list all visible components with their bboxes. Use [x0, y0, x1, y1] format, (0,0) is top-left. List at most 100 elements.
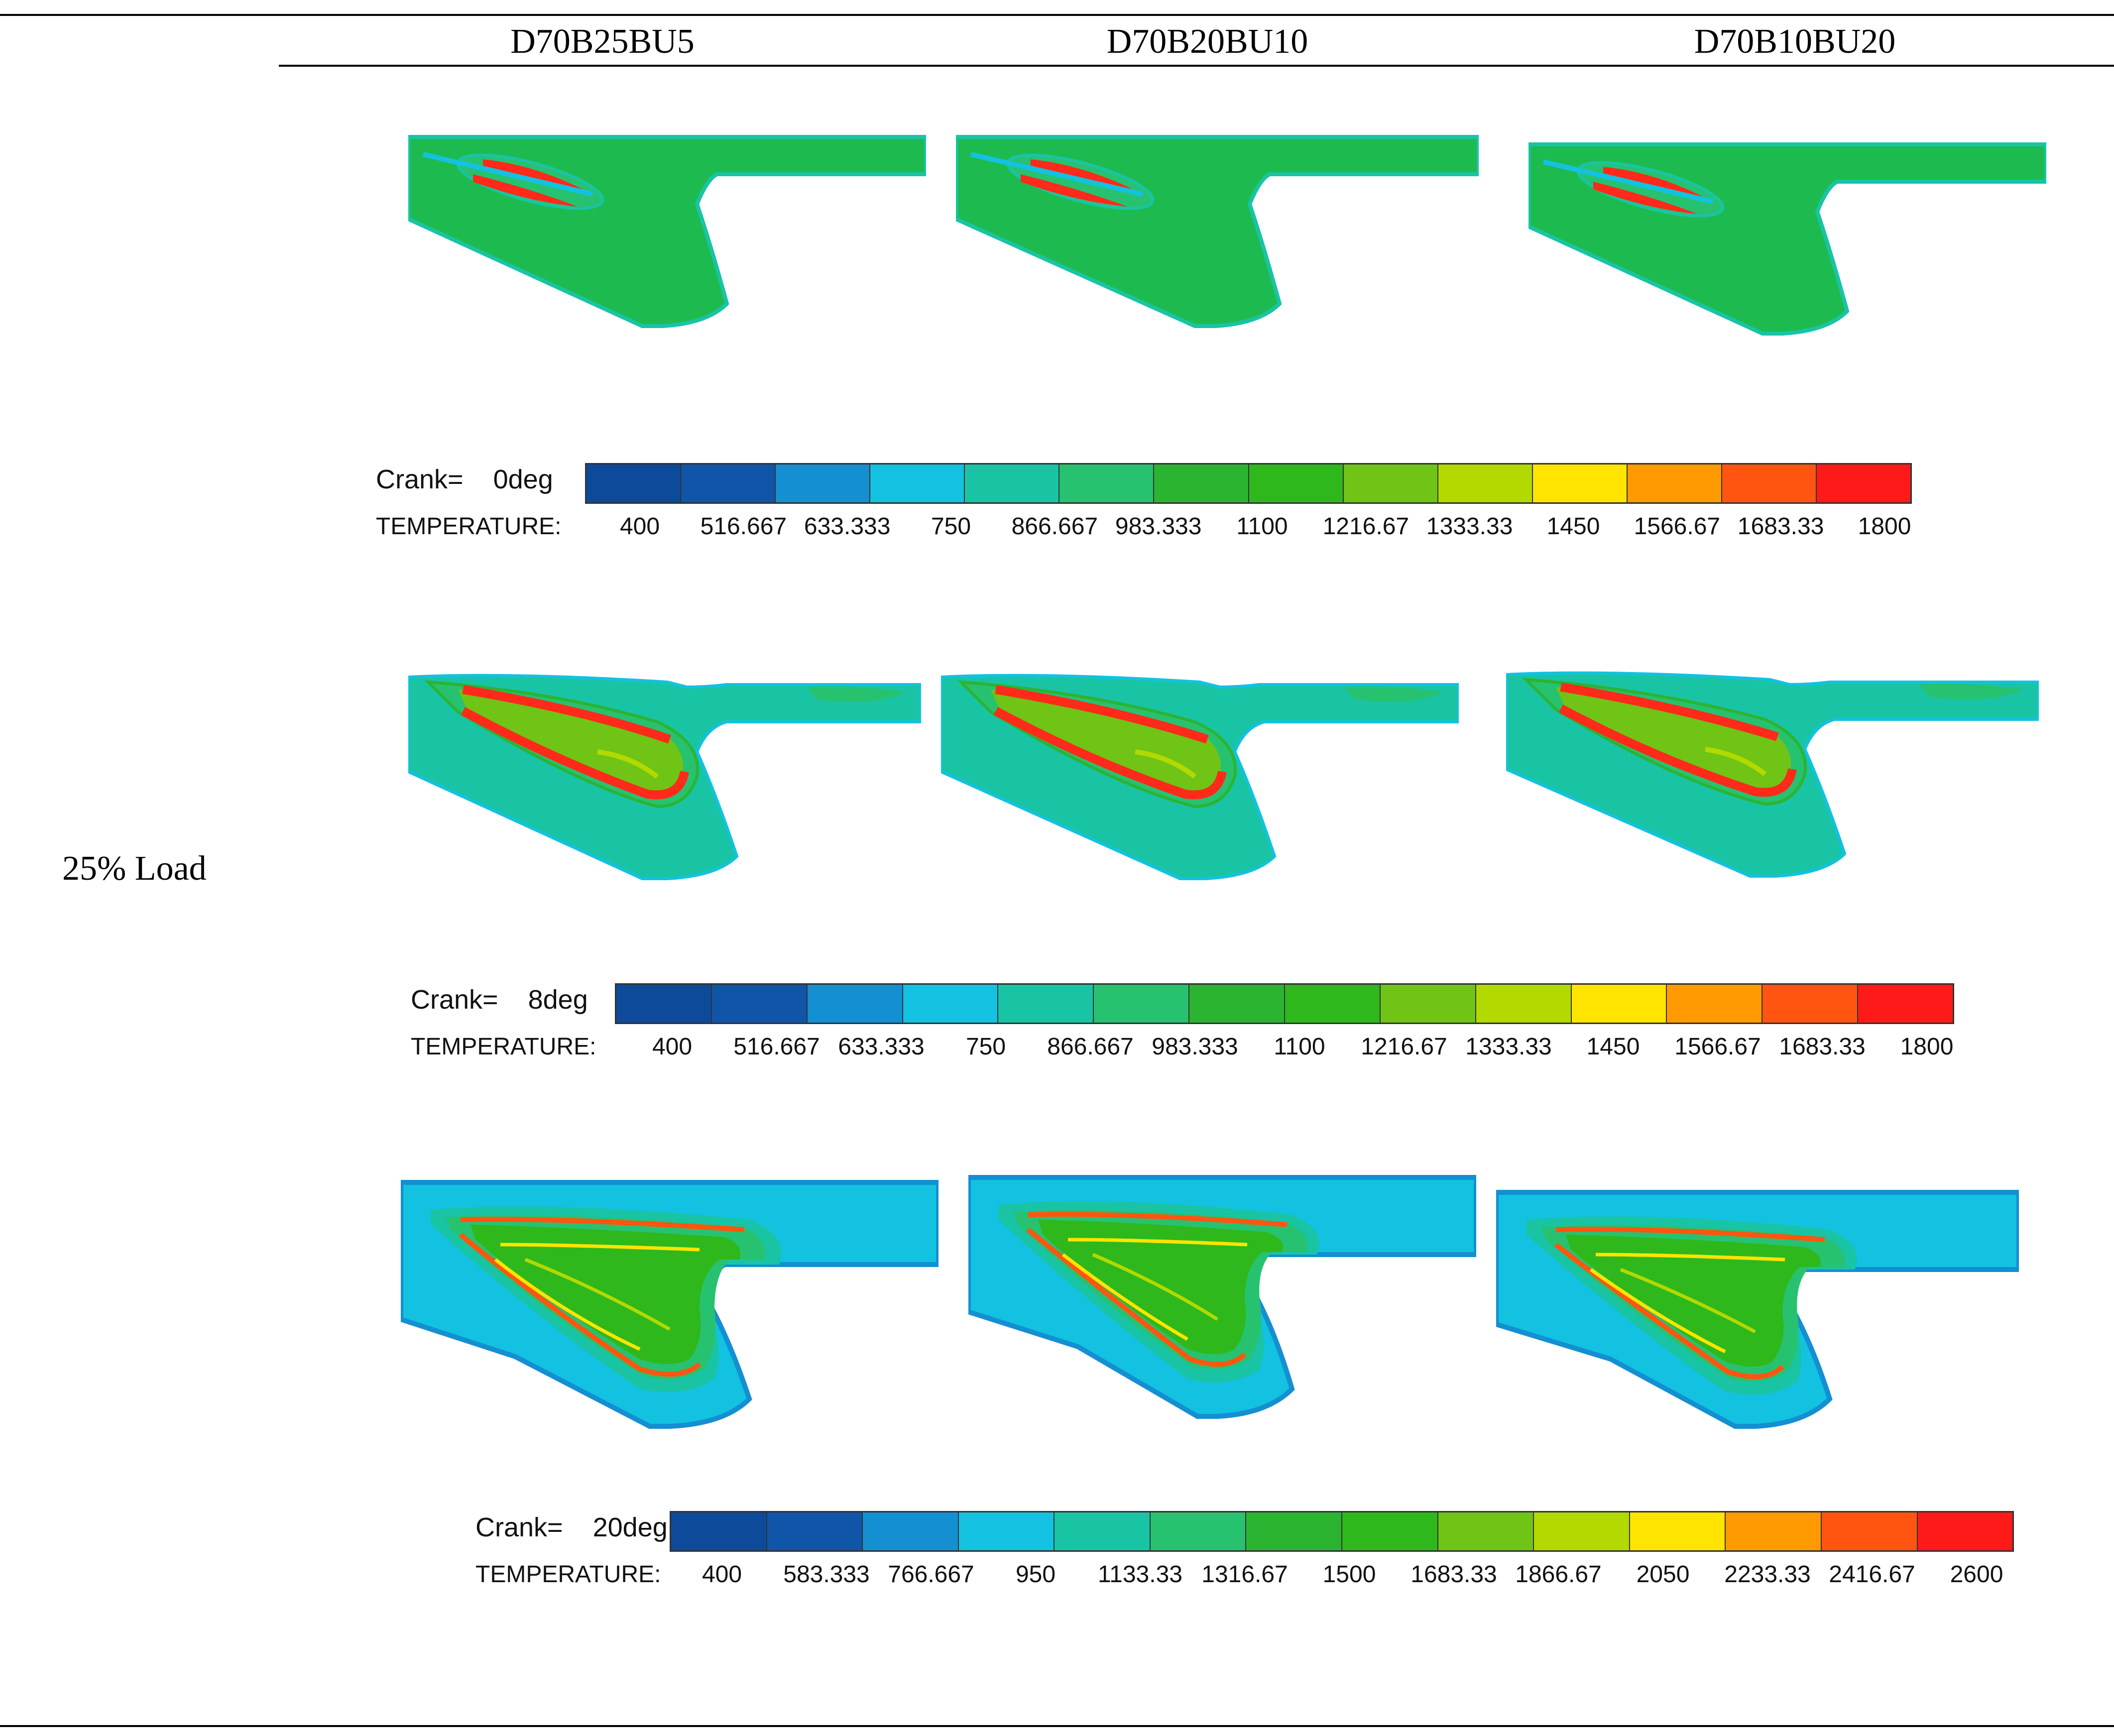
legend-tick-labels: 400 516.667 633.333 750 866.667 983.333 1100 12… — [652, 1033, 1953, 1063]
legend-quantity-label: TEMPERATURE: — [475, 1561, 661, 1588]
legend-tick-label: 400 — [619, 513, 660, 540]
column-header-1: D70B25BU5 — [510, 22, 695, 61]
crank-angle-label: Crank= 20deg — [475, 1512, 668, 1542]
legend-swatch-12 — [1722, 464, 1817, 502]
legend-tick-label: 1216.67 — [1361, 1034, 1447, 1060]
legend-swatch-1 — [681, 464, 776, 502]
legend-tick-label: 750 — [965, 1034, 1006, 1060]
legend-swatch-0 — [616, 985, 712, 1023]
contour-20deg-d70b25bu5 — [401, 1180, 939, 1429]
legend-swatch-2 — [776, 464, 871, 502]
contour-20deg-d70b10bu20 — [1496, 1190, 2019, 1429]
color-legend-8deg: Crank= 8deg TEMPERATURE: 400 516.667 633.33… — [411, 983, 2049, 1068]
contour-0deg-d70b10bu20 — [1528, 142, 2046, 351]
legend-swatch-5 — [1094, 985, 1190, 1023]
legend-swatch-8 — [1438, 1512, 1534, 1550]
legend-tick-label: 1100 — [1274, 1034, 1325, 1060]
legend-tick-label: 1500 — [1322, 1561, 1376, 1588]
legend-swatch-13 — [1858, 985, 1953, 1023]
legend-tick-label: 2416.67 — [1829, 1561, 1915, 1588]
contour-0deg-d70b25bu5 — [408, 134, 926, 344]
legend-tick-label: 1683.33 — [1779, 1034, 1866, 1060]
column-header-3: D70B10BU20 — [1694, 22, 1896, 61]
crank-angle-label: Crank= 8deg — [411, 985, 588, 1015]
legend-tick-label: 750 — [931, 513, 971, 540]
legend-tick-label: 1133.33 — [1098, 1561, 1182, 1588]
legend-swatch-7 — [1342, 1512, 1438, 1550]
legend-tick-label: 766.667 — [888, 1561, 974, 1588]
legend-tick-labels: 400 583.333 766.667 950 1133.33 1316.67 1500 16… — [702, 1561, 2003, 1591]
legend-tick-label: 1566.67 — [1674, 1034, 1761, 1060]
column-header-2: D70B20BU10 — [1106, 22, 1308, 61]
legend-swatch-11 — [1627, 464, 1722, 502]
legend-swatch-11 — [1726, 1512, 1822, 1550]
contour-8deg-d70b25bu5 — [408, 667, 921, 886]
color-legend-20deg: Crank= 20deg TEMPERATURE: 400 583.333 766.6… — [475, 1511, 2024, 1596]
contour-8deg-d70b20bu10 — [941, 667, 1459, 886]
legend-swatch-12 — [1762, 985, 1859, 1023]
legend-swatch-8 — [1380, 985, 1476, 1023]
legend-tick-label: 866.667 — [1047, 1034, 1134, 1060]
legend-swatch-0 — [587, 464, 682, 502]
crank-angle-value: 20deg — [592, 1512, 668, 1542]
legend-swatch-6 — [1189, 985, 1286, 1023]
legend-tick-label: 633.333 — [838, 1034, 925, 1060]
legend-tick-label: 983.333 — [1152, 1034, 1238, 1060]
legend-tick-label: 1100 — [1236, 513, 1288, 540]
legend-tick-label: 983.333 — [1115, 513, 1202, 540]
legend-quantity-label: TEMPERATURE: — [411, 1034, 596, 1060]
legend-tick-label: 1866.67 — [1515, 1561, 1602, 1588]
legend-tick-label: 1450 — [1586, 1034, 1640, 1060]
legend-tick-label: 2600 — [1950, 1561, 2003, 1588]
legend-swatch-7 — [1285, 985, 1381, 1023]
legend-tick-label: 1800 — [1858, 513, 1911, 540]
legend-swatch-6 — [1154, 464, 1249, 502]
legend-swatch-1 — [711, 985, 808, 1023]
legend-tick-label: 1333.33 — [1426, 513, 1513, 540]
contour-20deg-d70b20bu10 — [968, 1175, 1476, 1424]
row-label-load: 25% Load — [62, 849, 207, 888]
legend-swatch-9 — [1534, 1512, 1630, 1550]
legend-tick-label: 1683.33 — [1737, 513, 1824, 540]
legend-swatch-4 — [998, 985, 1094, 1023]
legend-tick-label: 516.667 — [700, 513, 787, 540]
legend-tick-label: 516.667 — [733, 1034, 820, 1060]
legend-swatch-5 — [1059, 464, 1155, 502]
legend-tick-label: 1316.67 — [1201, 1561, 1288, 1588]
legend-swatch-13 — [1917, 1512, 2013, 1550]
legend-swatch-4 — [1055, 1512, 1151, 1550]
legend-swatch-8 — [1343, 464, 1438, 502]
legend-swatch-3 — [870, 464, 965, 502]
legend-swatch-3 — [903, 985, 999, 1023]
header-bottom-rule — [279, 65, 2114, 67]
color-legend-0deg: Crank= 0deg TEMPERATURE: 400 516.667 633.33… — [376, 463, 2034, 548]
legend-swatch-6 — [1246, 1512, 1343, 1550]
legend-swatch-10 — [1532, 464, 1628, 502]
crank-angle-value: 8deg — [528, 985, 588, 1015]
legend-color-bar — [585, 463, 1912, 504]
legend-tick-label: 2233.33 — [1724, 1561, 1811, 1588]
legend-swatch-5 — [1150, 1512, 1247, 1550]
legend-swatch-2 — [863, 1512, 959, 1550]
legend-swatch-2 — [807, 985, 903, 1023]
legend-tick-label: 866.667 — [1011, 513, 1098, 540]
legend-tick-label: 2050 — [1636, 1561, 1690, 1588]
legend-color-bar — [670, 1511, 2014, 1552]
legend-swatch-7 — [1249, 464, 1344, 502]
legend-swatch-9 — [1476, 985, 1572, 1023]
contour-8deg-d70b10bu20 — [1506, 665, 2039, 884]
legend-tick-labels: 400 516.667 633.333 750 866.667 983.333 1100 12… — [620, 513, 1911, 543]
legend-swatch-3 — [958, 1512, 1055, 1550]
legend-tick-label: 1333.33 — [1465, 1034, 1552, 1060]
legend-swatch-0 — [671, 1512, 767, 1550]
legend-tick-label: 400 — [652, 1034, 693, 1060]
legend-color-bar — [615, 983, 1954, 1024]
legend-swatch-1 — [767, 1512, 863, 1550]
legend-swatch-13 — [1817, 464, 1911, 502]
crank-angle-value: 0deg — [493, 464, 553, 494]
legend-swatch-10 — [1571, 985, 1667, 1023]
legend-swatch-9 — [1438, 464, 1533, 502]
legend-tick-label: 1800 — [1900, 1034, 1954, 1060]
legend-tick-label: 400 — [702, 1561, 742, 1588]
legend-swatch-4 — [965, 464, 1060, 502]
